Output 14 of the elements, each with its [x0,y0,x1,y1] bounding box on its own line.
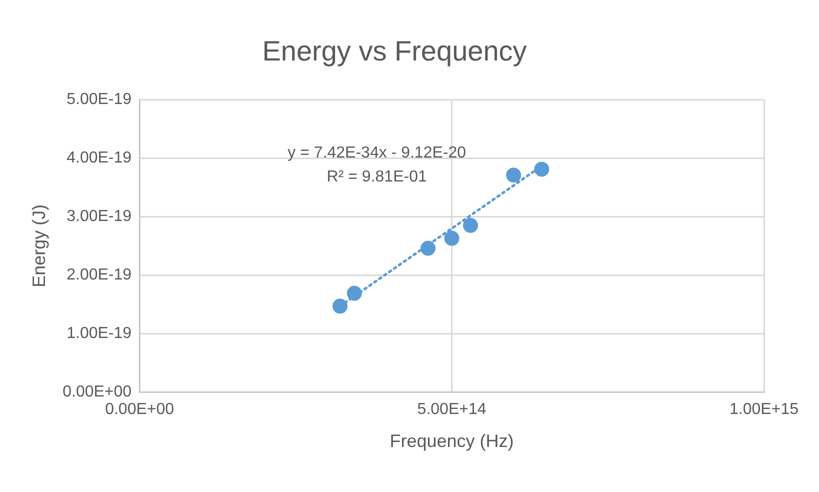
y-axis-title: Energy (J) [28,204,49,288]
x-tick-label: 1.00E+15 [730,401,799,418]
chart-title: Energy vs Frequency [262,36,527,67]
x-axis-title: Frequency (Hz) [390,431,514,452]
y-tick-label: 4.00E-19 [66,150,132,167]
annotation: y = 7.42E-34x - 9.12E-20 [288,144,466,162]
y-tick-label: 2.00E-19 [66,266,132,284]
y-tick-label: 3.00E-19 [66,208,132,226]
y-tick-label: 1.00E-19 [66,325,132,342]
x-tick-label: 5.00E+14 [417,401,486,418]
y-tick-label: 5.00E-19 [66,91,132,108]
x-tick-label: 0.00E+00 [105,401,174,418]
annotation: R² = 9.81E-01 [326,168,427,186]
y-tick-label: 0.00E+00 [62,384,132,401]
